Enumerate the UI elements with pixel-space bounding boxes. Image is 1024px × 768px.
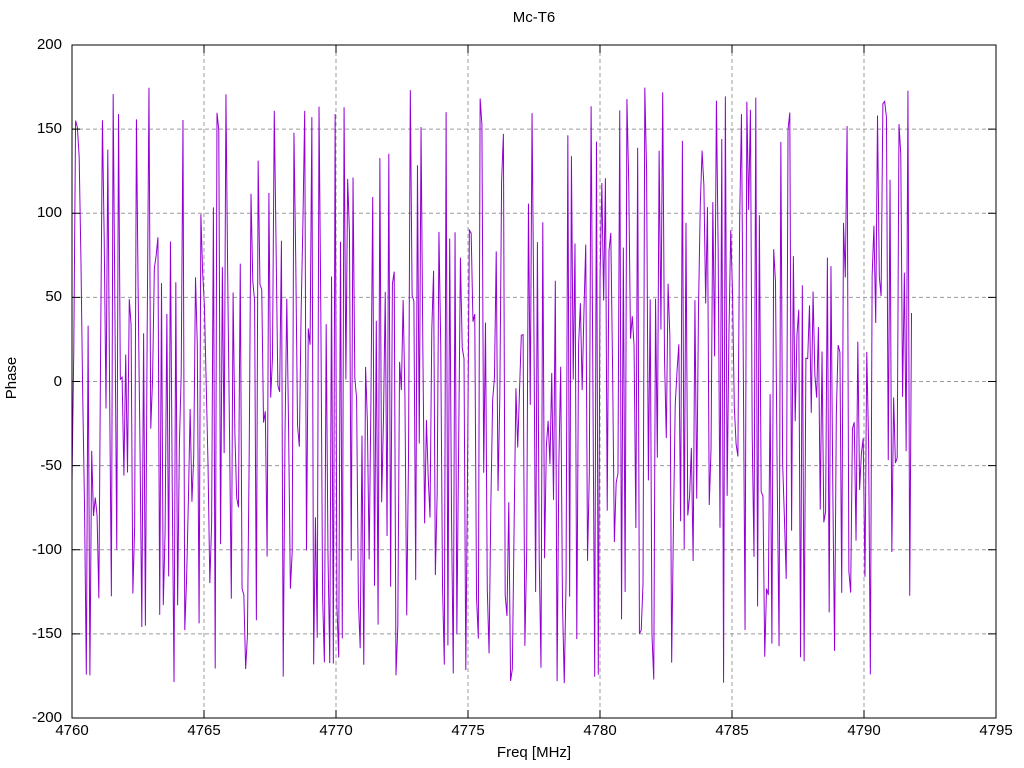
x-tick-label: 4760 (55, 722, 89, 739)
x-tick-label: 4765 (187, 722, 221, 739)
y-tick-label: 50 (45, 288, 62, 306)
y-tick-label: -200 (31, 709, 62, 726)
y-tick-label: 0 (53, 372, 62, 390)
chart-title: Mc-T6 (512, 9, 556, 26)
y-tick-label: -100 (31, 540, 62, 558)
phase-trace (71, 87, 913, 684)
y-tick-label: 100 (36, 204, 62, 222)
x-tick-label: 4775 (451, 722, 485, 739)
x-tick-label: 4790 (847, 722, 881, 739)
x-tick-label: 4780 (583, 722, 617, 739)
y-tick-label: -50 (40, 456, 62, 474)
y-tick-label: 150 (36, 120, 62, 138)
x-tick-label: 4770 (319, 722, 353, 739)
x-axis-title: Freq [MHz] (496, 744, 572, 761)
x-tick-label: 4795 (979, 722, 1013, 739)
x-tick-label: 4785 (715, 722, 749, 739)
y-tick-label: -150 (31, 624, 62, 642)
y-tick-label: 200 (36, 36, 62, 53)
